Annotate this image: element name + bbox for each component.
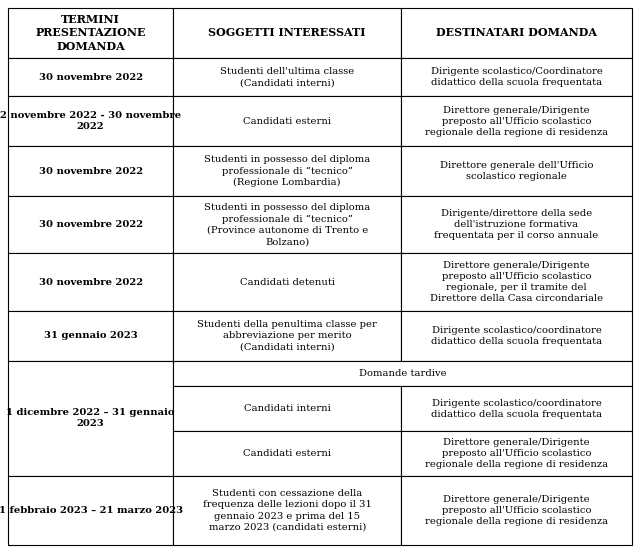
Text: Candidati esterni: Candidati esterni (243, 449, 332, 458)
Bar (8, 196, 173, 253)
Bar (173, 431, 401, 476)
Text: Candidati detenuti: Candidati detenuti (239, 278, 335, 287)
Bar (8, 311, 173, 361)
Bar (8, 253, 173, 311)
Bar (173, 386, 401, 431)
Bar (401, 311, 632, 361)
Bar (8, 361, 173, 476)
Bar (8, 58, 173, 96)
Text: Direttore generale/Dirigente
preposto all'Ufficio scolastico
regionale della reg: Direttore generale/Dirigente preposto al… (425, 438, 608, 469)
Text: Dirigente scolastico/Coordinatore
didattico della scuola frequentata: Dirigente scolastico/Coordinatore didatt… (431, 67, 602, 87)
Text: SOGGETTI INTERESSATI: SOGGETTI INTERESSATI (209, 28, 366, 38)
Text: Candidati esterni: Candidati esterni (243, 117, 332, 126)
Bar (8, 8, 173, 58)
Text: Dirigente scolastico/coordinatore
didattico della scuola frequentata: Dirigente scolastico/coordinatore didatt… (431, 326, 602, 346)
Bar (173, 361, 632, 386)
Text: Studenti dell'ultima classe
(Candidati interni): Studenti dell'ultima classe (Candidati i… (220, 67, 355, 87)
Text: 2 novembre 2022 - 30 novembre
2022: 2 novembre 2022 - 30 novembre 2022 (0, 111, 181, 131)
Text: Dirigente scolastico/coordinatore
didattico della scuola frequentata: Dirigente scolastico/coordinatore didatt… (431, 399, 602, 419)
Bar (401, 431, 632, 476)
Bar (173, 146, 401, 196)
Bar (173, 311, 401, 361)
Text: 1 dicembre 2022 – 31 gennaio
2023: 1 dicembre 2022 – 31 gennaio 2023 (6, 408, 175, 429)
Text: 30 novembre 2022: 30 novembre 2022 (38, 220, 143, 229)
Bar (173, 58, 401, 96)
Bar (401, 476, 632, 545)
Text: Studenti in possesso del diploma
professionale di “tecnico”
(Regione Lombardia): Studenti in possesso del diploma profess… (204, 155, 371, 187)
Text: Dirigente/direttore della sede
dell'istruzione formativa
frequentata per il cors: Dirigente/direttore della sede dell'istr… (435, 209, 598, 241)
Text: Direttore generale/Dirigente
preposto all'Ufficio scolastico
regionale della reg: Direttore generale/Dirigente preposto al… (425, 495, 608, 526)
Text: 31 gennaio 2023: 31 gennaio 2023 (44, 331, 138, 341)
Text: TERMINI
PRESENTAZIONE
DOMANDA: TERMINI PRESENTAZIONE DOMANDA (35, 14, 146, 52)
Bar (8, 96, 173, 146)
Bar (8, 476, 173, 545)
Text: Domande tardive: Domande tardive (359, 369, 447, 378)
Text: 30 novembre 2022: 30 novembre 2022 (38, 72, 143, 81)
Text: 30 novembre 2022: 30 novembre 2022 (38, 278, 143, 287)
Bar (401, 146, 632, 196)
Bar (401, 196, 632, 253)
Bar (173, 476, 401, 545)
Bar (173, 253, 401, 311)
Text: Direttore generale/Dirigente
preposto all'Ufficio scolastico
regionale, per il t: Direttore generale/Dirigente preposto al… (430, 261, 603, 304)
Text: DESTINATARI DOMANDA: DESTINATARI DOMANDA (436, 28, 597, 38)
Text: Studenti in possesso del diploma
professionale di “tecnico”
(Province autonome d: Studenti in possesso del diploma profess… (204, 204, 371, 246)
Text: Direttore generale dell'Ufficio
scolastico regionale: Direttore generale dell'Ufficio scolasti… (440, 161, 593, 181)
Bar (401, 8, 632, 58)
Bar (173, 196, 401, 253)
Text: 30 novembre 2022: 30 novembre 2022 (38, 166, 143, 175)
Bar (173, 96, 401, 146)
Text: Direttore generale/Dirigente
preposto all'Ufficio scolastico
regionale della reg: Direttore generale/Dirigente preposto al… (425, 106, 608, 137)
Bar (401, 96, 632, 146)
Bar (401, 253, 632, 311)
Text: Studenti con cessazione della
frequenza delle lezioni dopo il 31
gennaio 2023 e : Studenti con cessazione della frequenza … (203, 489, 372, 531)
Bar (173, 8, 401, 58)
Bar (401, 386, 632, 431)
Text: Studenti della penultima classe per
abbreviazione per merito
(Candidati interni): Studenti della penultima classe per abbr… (197, 320, 377, 352)
Text: Candidati interni: Candidati interni (244, 404, 331, 413)
Text: 1 febbraio 2023 – 21 marzo 2023: 1 febbraio 2023 – 21 marzo 2023 (0, 506, 183, 515)
Bar (8, 146, 173, 196)
Bar (401, 58, 632, 96)
